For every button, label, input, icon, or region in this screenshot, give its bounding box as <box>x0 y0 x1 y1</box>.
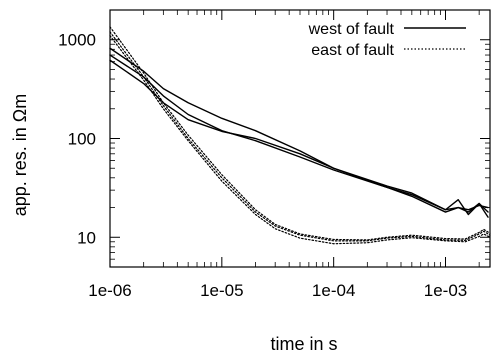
legend-label: west of fault <box>308 21 395 38</box>
west-fault-series-line <box>109 47 489 213</box>
y-axis-label: app. res. in Ωm <box>10 94 30 217</box>
x-axis-label: time in s <box>270 334 337 354</box>
y-tick-label: 100 <box>68 130 96 149</box>
tick-layer: 1e-06 1e-05 1e-04 1e-03 10 100 1000 <box>58 9 490 300</box>
west-fault-series-line <box>109 54 489 218</box>
legend-label: east of fault <box>311 42 394 59</box>
y-tick-label: 10 <box>77 228 96 247</box>
x-tick-label: 1e-04 <box>312 281 355 300</box>
east-fault-series-line <box>109 26 491 241</box>
series-layer <box>109 26 491 245</box>
east-fault-series-line <box>109 35 491 245</box>
x-tick-label: 1e-05 <box>200 281 243 300</box>
x-tick-label: 1e-03 <box>424 281 467 300</box>
east-fault-series-line <box>109 31 491 242</box>
legend: west of fault east of fault <box>308 21 466 59</box>
west-fault-series-line <box>109 59 489 216</box>
x-tick-label: 1e-06 <box>88 281 131 300</box>
y-tick-label: 1000 <box>58 31 96 50</box>
